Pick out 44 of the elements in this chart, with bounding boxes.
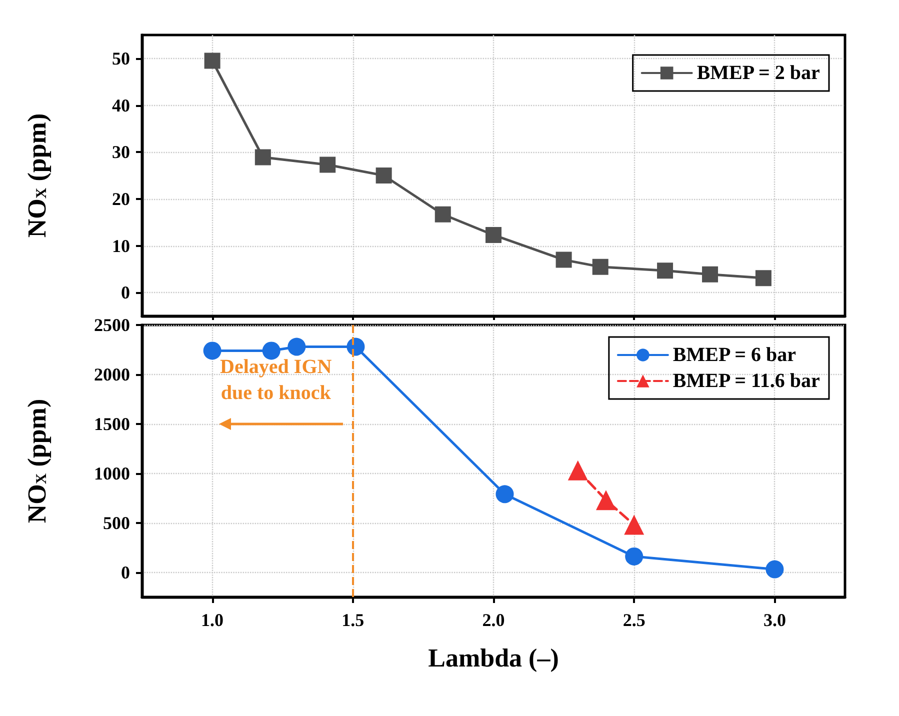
point (204, 52, 220, 69)
y-tick-label: 50 (112, 48, 130, 68)
y-tick-label: 0 (121, 282, 130, 303)
point (434, 206, 451, 222)
point (596, 490, 616, 510)
point (766, 560, 784, 578)
y-tick-label: 1000 (94, 463, 130, 484)
y-tick-label: 1500 (94, 414, 130, 434)
point (486, 226, 502, 243)
y-tick-label: 40 (112, 95, 130, 116)
y-tick-label: 2000 (94, 364, 130, 384)
y-axis-title: NOX (ppm) (22, 398, 52, 524)
y-tick-label: 20 (112, 188, 130, 209)
point (254, 149, 271, 166)
y-axis-title: NOX (ppm) (22, 113, 52, 238)
point (556, 252, 572, 268)
x-tick-label: 2.5 (622, 610, 646, 630)
point (657, 262, 674, 279)
point (702, 266, 718, 282)
point (288, 338, 306, 356)
point (203, 342, 222, 360)
x-tick-label: 3.0 (763, 610, 786, 630)
x-tick-label: 1.0 (201, 610, 224, 630)
x-tick-label: 2.0 (482, 610, 505, 630)
legend-label: BMEP = 6 bar (672, 344, 796, 366)
y-tick-label: 10 (112, 236, 130, 256)
point (568, 460, 588, 480)
point (625, 547, 644, 566)
point (592, 258, 608, 275)
y-tick-label: 0 (121, 562, 130, 582)
x-tick-label: 1.5 (342, 610, 364, 630)
point (496, 485, 514, 504)
legend-label: BMEP = 2 bar (696, 62, 820, 84)
y-tick-label: 500 (103, 512, 130, 533)
point (262, 342, 280, 360)
point (755, 270, 772, 286)
y-tick-label: 30 (112, 142, 130, 162)
y-tick-label: 2500 (94, 315, 130, 335)
point (320, 156, 336, 173)
x-axis-title: Lambda (–) (428, 644, 559, 672)
ref-line-label: Delayed IGN due to knock (219, 354, 333, 406)
point (624, 514, 644, 535)
legend-label: BMEP = 11.6 bar (672, 370, 820, 392)
point (376, 168, 392, 184)
